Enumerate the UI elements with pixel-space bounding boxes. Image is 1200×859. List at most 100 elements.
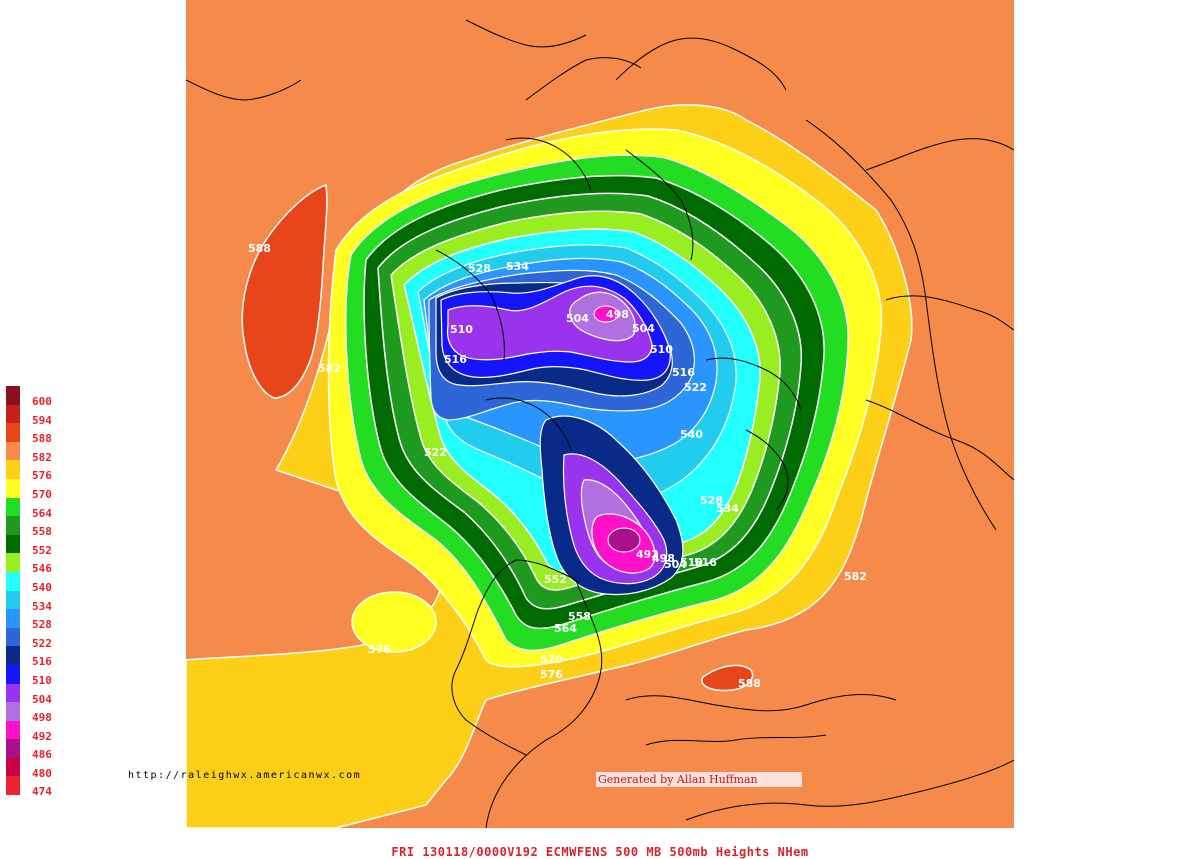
contour-label: 576 xyxy=(368,643,391,656)
legend-row: 534 xyxy=(4,590,64,613)
legend-label: 570 xyxy=(32,487,52,501)
legend-row: 516 xyxy=(4,646,64,669)
legend-row: 546 xyxy=(4,553,64,576)
contour-label: 498 xyxy=(606,308,629,321)
contour-label: 564 xyxy=(554,622,577,635)
height-map: 588 582 576 588 582 528 534 510 516 522 … xyxy=(186,0,1014,828)
legend-row: 588 xyxy=(4,423,64,446)
legend-label: 600 xyxy=(32,395,52,408)
contour-label: 510 xyxy=(680,556,703,569)
legend-swatch xyxy=(6,460,20,479)
legend-label: 540 xyxy=(32,580,52,594)
contour-label: 582 xyxy=(844,570,867,583)
legend-swatch xyxy=(6,571,20,591)
legend-label: 558 xyxy=(32,525,52,539)
legend-label: 516 xyxy=(32,655,52,669)
contour-label: 510 xyxy=(650,343,673,356)
legend-swatch xyxy=(6,646,20,665)
legend-label: 480 xyxy=(32,766,52,780)
contour-label: 534 xyxy=(716,502,739,515)
contour-fill-588-caribbean xyxy=(701,664,754,692)
contour-label: 510 xyxy=(450,323,473,336)
contour-label: 498 xyxy=(652,552,675,565)
legend-row: 486 xyxy=(4,739,64,762)
legend-label: 576 xyxy=(32,469,52,483)
contour-label: 522 xyxy=(684,381,707,394)
legend-label: 552 xyxy=(32,543,52,557)
legend-row: 480 xyxy=(4,757,64,780)
contour-label: 522 xyxy=(424,446,447,459)
contour-label: 540 xyxy=(680,428,703,441)
legend-row: 582 xyxy=(4,441,64,464)
map-svg: 588 582 576 588 582 528 534 510 516 522 … xyxy=(186,0,1014,828)
legend-row: 564 xyxy=(4,497,64,520)
legend-row: 528 xyxy=(4,609,64,632)
contour-label: 516 xyxy=(672,366,695,379)
contour-label: 516 xyxy=(694,556,717,569)
legend-swatch xyxy=(6,404,20,424)
legend-label: 528 xyxy=(32,618,52,632)
legend-row: 498 xyxy=(4,702,64,725)
legend-swatch xyxy=(6,590,20,610)
contour-label: 588 xyxy=(738,677,761,690)
legend-label: 498 xyxy=(32,711,52,725)
contour-label: 504 xyxy=(566,312,589,325)
legend-label: 564 xyxy=(32,506,52,520)
legend-row: 558 xyxy=(4,516,64,539)
legend-swatch xyxy=(6,553,20,572)
legend-swatch xyxy=(6,739,20,758)
legend-label: 504 xyxy=(32,692,52,706)
legend-label: 510 xyxy=(32,673,52,687)
contour-fill-576-pocket xyxy=(351,591,437,653)
legend-row: 522 xyxy=(4,627,64,650)
contour-label: 504 xyxy=(632,322,655,335)
legend-row: 576 xyxy=(4,460,64,483)
legend-row: 510 xyxy=(4,664,64,687)
legend-swatch xyxy=(6,441,20,461)
legend-swatch xyxy=(6,609,20,628)
contour-labels: 588 582 576 588 582 528 534 510 516 522 … xyxy=(248,242,867,690)
legend-label: 522 xyxy=(32,636,52,650)
contour-fill-588-pacific xyxy=(241,184,328,399)
contour-label: 558 xyxy=(568,610,591,623)
contour-label: 534 xyxy=(506,260,529,273)
coastlines xyxy=(186,19,1014,828)
legend-swatch xyxy=(6,478,20,498)
legend-row: 552 xyxy=(4,534,64,557)
contour-label: 570 xyxy=(540,653,563,666)
contour-fill-492-north xyxy=(593,305,619,323)
legend-swatch xyxy=(6,757,20,777)
legend-swatch xyxy=(6,497,20,517)
contour-label: 528 xyxy=(700,494,723,507)
legend-label: 486 xyxy=(32,748,52,762)
legend-row: 540 xyxy=(4,571,64,594)
legend-swatch xyxy=(6,627,20,647)
contour-label: 576 xyxy=(540,668,563,681)
credit-generated-by: Generated by Allan Huffman xyxy=(596,772,802,787)
contour-fill-trough-486 xyxy=(607,527,641,553)
legend-row: 492 xyxy=(4,720,64,743)
contour-label: 588 xyxy=(248,242,271,255)
legend-label: 492 xyxy=(32,729,52,743)
legend-row: 600 xyxy=(4,386,64,408)
legend-label: 594 xyxy=(32,413,52,427)
legend-swatch xyxy=(6,534,20,554)
legend-swatch xyxy=(6,720,20,740)
contour-label: 552 xyxy=(544,573,567,586)
footer-caption: FRI 130118/0000V192 ECMWFENS 500 MB 500m… xyxy=(391,845,809,859)
legend-swatch xyxy=(6,776,20,796)
legend-swatch xyxy=(6,423,20,442)
legend-swatch xyxy=(6,702,20,721)
contour-label: 582 xyxy=(318,362,341,375)
legend-label: 588 xyxy=(32,432,52,446)
legend-swatch xyxy=(6,683,20,703)
legend-row: 474 xyxy=(4,776,64,799)
credit-url: http://raleighwx.americanwx.com xyxy=(128,770,362,781)
legend-row: 570 xyxy=(4,478,64,501)
contour-label: 516 xyxy=(444,353,467,366)
legend-swatch xyxy=(6,386,20,405)
contour-label: 492 xyxy=(636,548,659,561)
contour-label: 528 xyxy=(468,262,491,275)
legend-label: 474 xyxy=(32,785,52,799)
legend-label: 546 xyxy=(32,562,52,576)
